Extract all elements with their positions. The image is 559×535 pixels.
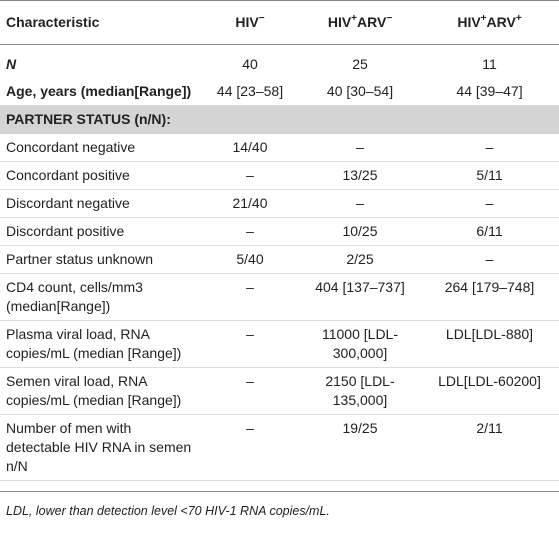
cell: 6/11 — [420, 217, 559, 246]
cell: 10/25 — [300, 217, 420, 246]
row-label: Concordant positive — [0, 161, 200, 190]
cell: 40 — [242, 56, 258, 72]
cell: – — [420, 134, 559, 162]
superscript: − — [386, 13, 393, 24]
table-body: N 40 25 11 Age, years (median[Range]) 44 [23–… — [0, 45, 559, 481]
table-row: Plasma viral load, RNA copies/mL (median… — [0, 320, 559, 368]
cell: 14/40 — [200, 134, 300, 162]
cell: – — [200, 161, 300, 190]
column-header: HIV+ARV− — [300, 0, 420, 45]
footnote: LDL, lower than detection level <70 HIV-… — [0, 491, 559, 518]
header-row: Characteristic HIV− HIV+ARV− HIV+ARV+ — [0, 0, 559, 45]
column-header: HIV+ARV+ — [420, 0, 559, 45]
cell: – — [200, 273, 300, 321]
table-row: Concordant negative 14/40– – — [0, 134, 559, 162]
row-label: Semen viral load, RNA copies/mL (median … — [0, 367, 200, 415]
row-label: Age, years (median[Range]) — [6, 83, 192, 99]
cell: 2/11 — [420, 414, 559, 481]
data-table: Characteristic HIV− HIV+ARV− HIV+ARV+ N 40 25… — [0, 0, 559, 481]
cell: 404 [137–737] — [300, 273, 420, 321]
row-label: Plasma viral load, RNA copies/mL (median… — [0, 320, 200, 368]
header-text: ARV — [357, 14, 387, 30]
cell: 19/25 — [300, 414, 420, 481]
cell: 5/40 — [200, 245, 300, 274]
cell: – — [300, 189, 420, 218]
header-text: HIV — [235, 14, 259, 30]
superscript: − — [258, 13, 265, 24]
cell: LDL[LDL-880] — [420, 320, 559, 368]
table-row: Semen viral load, RNA copies/mL (median … — [0, 367, 559, 415]
cell: 2/25 — [300, 245, 420, 274]
table-row: Concordant positive –13/25 5/11 — [0, 161, 559, 190]
column-header: HIV− — [200, 0, 300, 45]
table-wrap: Characteristic HIV− HIV+ARV− HIV+ARV+ N 40 25… — [0, 0, 559, 518]
cell: 25 — [352, 56, 368, 72]
cell: 264 [179–748] — [420, 273, 559, 321]
cell: – — [200, 367, 300, 415]
row-label: Concordant negative — [0, 134, 200, 162]
cell: – — [300, 134, 420, 162]
cell: 13/25 — [300, 161, 420, 190]
row-label: Discordant positive — [0, 217, 200, 246]
column-header: Characteristic — [0, 0, 200, 45]
cell: 5/11 — [420, 161, 559, 190]
row-label: CD4 count, cells/mm3 (median[Range]) — [0, 273, 200, 321]
cell: – — [200, 320, 300, 368]
cell: 44 [23–58] — [216, 83, 284, 99]
superscript: + — [480, 13, 487, 24]
superscript: + — [351, 13, 358, 24]
table-row: Discordant negative 21/40– – — [0, 189, 559, 218]
cell: 21/40 — [200, 189, 300, 218]
section-row: PARTNER STATUS (n/N): — [0, 105, 559, 134]
cell: 40 [30–54] — [326, 83, 394, 99]
cell: – — [420, 245, 559, 274]
table-row: Age, years (median[Range]) 44 [23–58] 40 [… — [0, 78, 559, 105]
cell: – — [200, 414, 300, 481]
cell: 11000 [LDL-300,000] — [300, 320, 420, 368]
row-label: Partner status unknown — [0, 245, 200, 274]
cell: 11 — [482, 56, 497, 72]
header-text: HIV — [327, 14, 352, 30]
cell: – — [420, 189, 559, 218]
row-label: Discordant negative — [0, 189, 200, 218]
cell: LDL[LDL-60200] — [420, 367, 559, 415]
table-row: Discordant positive –10/25 6/11 — [0, 217, 559, 246]
cell: – — [200, 217, 300, 246]
section-label: PARTNER STATUS (n/N): — [0, 105, 559, 134]
row-label: N — [6, 56, 17, 72]
cell: 44 [39–47] — [456, 83, 523, 99]
table-row: Number of men with detectable HIV RNA in… — [0, 414, 559, 481]
header-text: Characteristic — [6, 14, 100, 30]
header-text: HIV — [457, 14, 481, 30]
header-text: ARV — [486, 14, 516, 30]
superscript: + — [515, 13, 522, 24]
table-row: Partner status unknown 5/40 2/25– — [0, 245, 559, 274]
table-row: CD4 count, cells/mm3 (median[Range]) –404… — [0, 273, 559, 321]
cell: 2150 [LDL-135,000] — [300, 367, 420, 415]
row-label: Number of men with detectable HIV RNA in… — [0, 414, 200, 481]
table-row: N 40 25 11 — [0, 45, 559, 79]
